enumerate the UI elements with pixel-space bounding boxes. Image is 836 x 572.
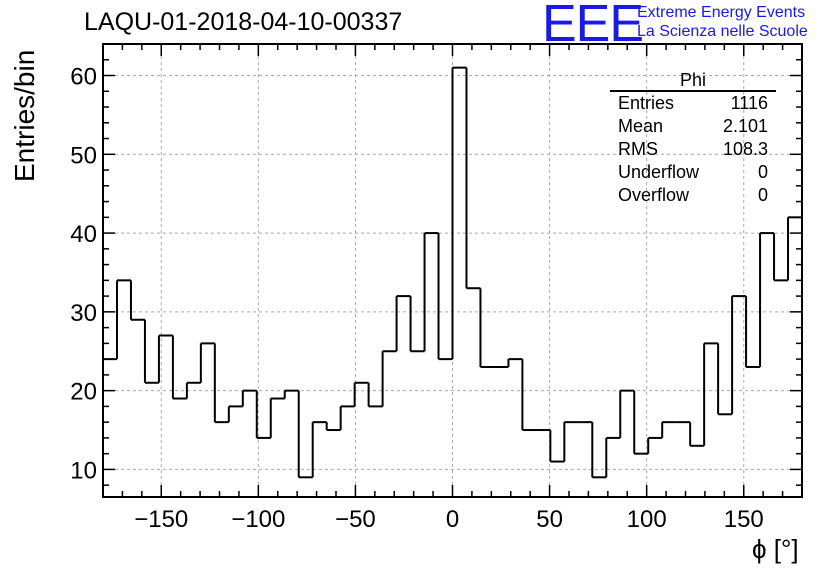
stats-row-rms: RMS 108.3 [610, 139, 776, 162]
stats-label: RMS [618, 139, 658, 159]
stats-row-mean: Mean 2.101 [610, 116, 776, 139]
x-tick-label: −100 [231, 506, 285, 533]
x-tick-label: −50 [335, 506, 376, 533]
y-tick-label: 30 [70, 300, 97, 327]
y-tick-label: 20 [70, 379, 97, 406]
logo-line-2: La Scienza nelle Scuole [637, 23, 808, 40]
y-tick-label: 50 [70, 142, 97, 169]
tick-labels: −150 −100 −50 0 50 100 150 10 20 30 40 50 60 [70, 64, 763, 533]
stats-value: 1116 [730, 93, 768, 113]
plot-title: LAQU-01-2018-04-10-00337 [84, 8, 403, 36]
y-tick-label: 40 [70, 221, 97, 248]
histogram-series [103, 66, 802, 479]
logo-line-1: Extreme Energy Events [637, 4, 806, 21]
stats-row-entries: Entries 1116 [610, 93, 776, 116]
y-tick-label: 60 [70, 64, 97, 91]
eee-logo: EEE [542, 0, 644, 53]
x-tick-label: 150 [724, 506, 764, 533]
stats-label: Entries [618, 93, 675, 113]
stats-label: Overflow [618, 185, 690, 205]
y-tick-label: 10 [70, 457, 97, 484]
stats-box: Phi Entries 1116 Mean 2.101 RMS 108.3 Un… [610, 70, 776, 208]
stats-value: 0 [757, 185, 768, 205]
axes [102, 43, 803, 498]
stats-label: Underflow [618, 162, 700, 182]
y-axis-label: Entries/bin [9, 49, 40, 182]
stats-title: Phi [610, 70, 776, 92]
stats-row-underflow: Underflow 0 [610, 162, 776, 185]
stats-value: 108.3 [722, 139, 768, 159]
x-axis-label: ϕ [°] [752, 534, 799, 564]
stats-label: Mean [618, 116, 664, 136]
stats-value: 2.101 [722, 116, 768, 136]
stats-row-overflow: Overflow 0 [610, 185, 776, 208]
logo-caption: Extreme Energy Events La Scienza nelle S… [637, 3, 808, 41]
x-tick-label: 50 [536, 506, 563, 533]
stats-value: 0 [757, 162, 768, 182]
x-tick-label: 100 [627, 506, 667, 533]
x-tick-label: −150 [134, 506, 188, 533]
x-tick-label: 0 [446, 506, 459, 533]
